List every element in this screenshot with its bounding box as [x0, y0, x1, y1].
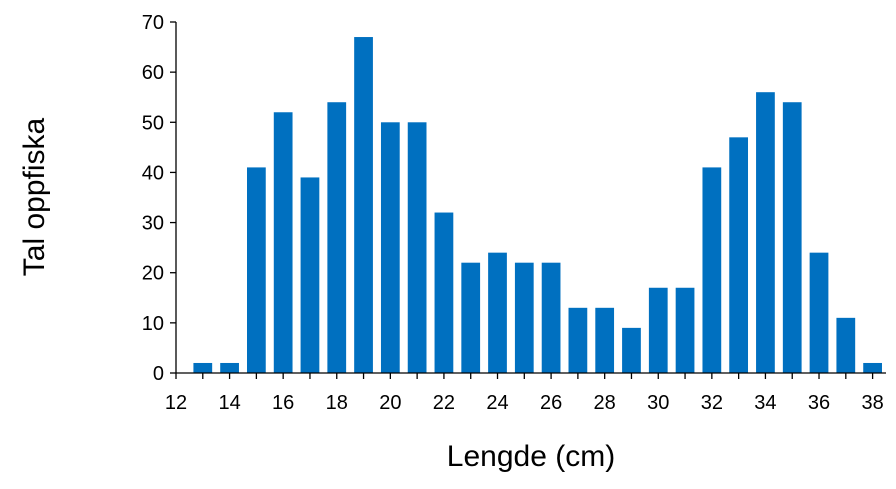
x-tick-label-22: 22	[433, 392, 455, 414]
x-tick-label-32: 32	[701, 392, 723, 414]
bar-18	[327, 102, 347, 373]
bar-16	[273, 112, 293, 373]
y-tick-label-60: 60	[142, 62, 164, 84]
x-tick-label-30: 30	[647, 392, 669, 414]
y-tick-label-30: 30	[142, 213, 164, 235]
bar-15	[247, 167, 266, 373]
bar-26	[541, 262, 561, 373]
bar-31	[675, 287, 695, 373]
y-tick-label-50: 50	[142, 112, 164, 134]
x-tick-label-20: 20	[379, 392, 401, 414]
bar-22	[434, 212, 454, 373]
x-tick-label-16: 16	[272, 392, 294, 414]
x-tick-label-24: 24	[486, 392, 508, 414]
bar-34	[756, 92, 775, 373]
bars-group	[193, 37, 882, 373]
y-tick-label-70: 70	[142, 12, 164, 34]
bar-17	[300, 177, 320, 373]
bar-32	[702, 167, 722, 373]
bar-33	[729, 137, 749, 373]
bar-30	[648, 287, 668, 373]
bar-24	[488, 252, 507, 373]
bar-21	[407, 122, 427, 373]
y-axis-title: Tal oppfiska	[18, 117, 51, 276]
bar-27	[568, 307, 588, 373]
bar-37	[836, 317, 856, 373]
x-tick-label-26: 26	[540, 392, 562, 414]
bar-35	[782, 102, 802, 373]
y-tick-label-0: 0	[153, 363, 164, 385]
bar-28	[595, 307, 615, 373]
x-tick-label-34: 34	[754, 392, 776, 414]
bar-23	[461, 262, 481, 373]
bar-13	[193, 362, 213, 373]
bar-36	[809, 252, 829, 373]
bar-38	[863, 362, 882, 373]
y-tick-label-10: 10	[142, 313, 164, 335]
bar-29	[622, 327, 641, 373]
y-tick-label-40: 40	[142, 162, 164, 184]
x-tick-label-12: 12	[165, 392, 187, 414]
x-tick-label-18: 18	[326, 392, 348, 414]
y-ticks-group: 0 10 20 30 40 50 60 70	[142, 12, 176, 385]
x-ticks-group: 12 14 16 18 20 22 24 26 28 30 32 34 36 38	[165, 373, 884, 414]
x-axis-title: Lengde (cm)	[447, 440, 615, 473]
x-tick-label-28: 28	[594, 392, 616, 414]
bar-19	[354, 37, 373, 373]
axes-group	[175, 22, 886, 374]
x-tick-label-36: 36	[808, 392, 830, 414]
bar-20	[380, 122, 400, 373]
x-tick-label-14: 14	[218, 392, 240, 414]
bar-25	[514, 262, 534, 373]
x-tick-label-38: 38	[861, 392, 883, 414]
bar-14	[220, 362, 239, 373]
y-tick-label-20: 20	[142, 263, 164, 285]
